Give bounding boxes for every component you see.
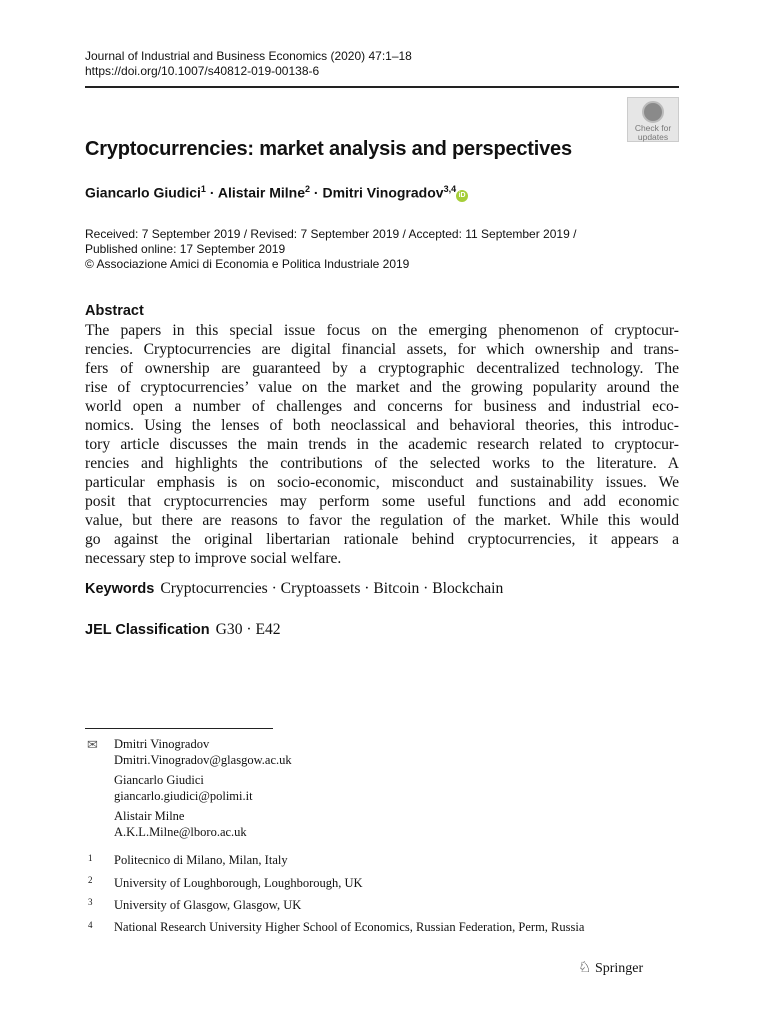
author-name: Giancarlo Giudici xyxy=(85,184,201,201)
abstract-body: The papers in this special issue focus o… xyxy=(85,321,679,568)
contact-name: Alistair Milne xyxy=(114,809,185,823)
abstract-line: tory article discusses the main trends i… xyxy=(85,436,679,453)
abstract-line: go against the original libertarian rati… xyxy=(85,531,679,548)
affiliation: Politecnico di Milano, Milan, Italy xyxy=(114,853,288,867)
envelope-icon: ✉ xyxy=(87,737,98,752)
author-list: Giancarlo Giudici1 · Alistair Milne2 · D… xyxy=(85,184,469,202)
affiliation: University of Loughborough, Loughborough… xyxy=(114,876,363,890)
abstract-heading: Abstract xyxy=(85,303,144,319)
journal-header: Journal of Industrial and Business Econo… xyxy=(85,49,412,79)
keywords-value: Cryptocurrencies · Cryptoassets · Bitcoi… xyxy=(160,580,504,597)
keywords: Keywords Cryptocurrencies · Cryptoassets … xyxy=(85,580,503,598)
contact: Giancarlo Giudici giancarlo.giudici@polim… xyxy=(114,772,253,804)
jel-value: G30 · E42 xyxy=(215,621,281,638)
abstract-line: fers of ownership are guaranteed by a cr… xyxy=(85,360,679,377)
author-name: Dmitri Vinogradov xyxy=(322,184,444,201)
jel-classification: JEL Classification G30 · E42 xyxy=(85,621,281,639)
contact-email[interactable]: giancarlo.giudici@polimi.it xyxy=(114,789,253,803)
badge-line1: Check for xyxy=(634,123,672,133)
copyright-line: © Associazione Amici di Economia e Polit… xyxy=(85,257,410,271)
abstract-line: necessary step to improve social welfare… xyxy=(85,550,342,567)
journal-citation: Journal of Industrial and Business Econo… xyxy=(85,49,412,63)
author-affiliation: 2 xyxy=(305,184,311,194)
contact-email[interactable]: Dmitri.Vinogradov@glasgow.ac.uk xyxy=(114,753,292,767)
author-affiliation: 1 xyxy=(200,184,206,194)
affiliation-number: 1 xyxy=(88,853,93,863)
contact: Dmitri Vinogradov Dmitri.Vinogradov@glasg… xyxy=(114,736,292,768)
contact-email[interactable]: A.K.L.Milne@lboro.ac.uk xyxy=(114,825,247,839)
check-for-updates-badge[interactable]: Check for updates xyxy=(627,97,679,142)
doi-link[interactable]: https://doi.org/10.1007/s40812-019-00138… xyxy=(85,64,320,78)
abstract-line: particular emphasis is on socio-economic… xyxy=(85,474,679,491)
header-rule xyxy=(85,86,679,88)
keywords-label: Keywords xyxy=(85,581,155,597)
contact: Alistair Milne A.K.L.Milne@lboro.ac.uk xyxy=(114,808,247,840)
author-name: Alistair Milne xyxy=(217,184,305,201)
contact-name: Dmitri Vinogradov xyxy=(114,737,210,751)
paper-title: Cryptocurrencies: market analysis and pe… xyxy=(85,138,572,160)
abstract-line: rencies. Cryptocurrencies are digital fi… xyxy=(85,341,679,358)
springer-logo: ♘ Springer xyxy=(578,958,643,977)
abstract-line: The papers in this special issue focus o… xyxy=(85,322,679,339)
author-affiliation: 3,4 xyxy=(443,184,457,194)
abstract-line: world open a number of challenges and co… xyxy=(85,398,679,415)
affiliation-number: 3 xyxy=(88,897,93,907)
affiliation-number: 4 xyxy=(88,920,93,930)
abstract-line: rise of cryptocurrencies’ value on the m… xyxy=(85,379,679,396)
abstract-line: posit that cryptocurrencies may perform … xyxy=(85,493,679,510)
dates-line: Published online: 17 September 2019 xyxy=(85,242,286,256)
springer-horse-icon: ♘ xyxy=(578,960,592,976)
separator: · xyxy=(205,184,218,201)
abstract-line: value, but there are reasons to favor th… xyxy=(85,512,679,529)
affiliation-number: 2 xyxy=(88,875,93,885)
jel-label: JEL Classification xyxy=(85,622,210,638)
publisher-name: Springer xyxy=(594,961,644,976)
abstract-line: rencies and highlights the contributions… xyxy=(85,455,679,472)
check-for-updates-icon xyxy=(642,101,664,123)
orcid-icon[interactable]: iD xyxy=(456,189,469,202)
footnote-rule xyxy=(85,728,273,729)
abstract-line: nomics. Using the lenses of both neoclas… xyxy=(85,417,679,434)
affiliation: University of Glasgow, Glasgow, UK xyxy=(114,898,302,912)
badge-line2: updates xyxy=(637,132,669,142)
separator: · xyxy=(310,184,323,201)
publication-dates: Received: 7 September 2019 / Revised: 7 … xyxy=(85,227,576,272)
dates-line: Received: 7 September 2019 / Revised: 7 … xyxy=(85,227,577,241)
affiliation: National Research University Higher Scho… xyxy=(114,920,585,934)
contact-name: Giancarlo Giudici xyxy=(114,773,204,787)
